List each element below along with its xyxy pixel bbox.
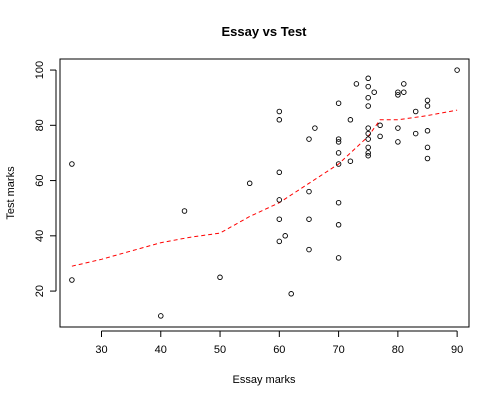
scatter-point <box>365 125 371 131</box>
scatter-point <box>181 208 188 214</box>
scatter-point <box>276 197 283 203</box>
scatter-point <box>306 216 312 222</box>
x-tick-label: 90 <box>451 344 463 356</box>
x-tick-label: 70 <box>332 344 344 356</box>
scatter-point <box>424 144 431 151</box>
y-tick-label: 80 <box>34 119 46 131</box>
x-tick-label: 40 <box>155 344 167 356</box>
scatter-point <box>158 313 164 319</box>
x-axis: 30 40 50 60 70 80 90 <box>95 330 463 356</box>
scatter-point <box>377 122 383 129</box>
x-tick-label: 80 <box>392 344 404 356</box>
scatter-point <box>276 108 283 115</box>
scatter-point <box>412 108 419 115</box>
scatter-point <box>69 161 75 167</box>
scatter-point <box>395 125 401 131</box>
y-tick-label: 60 <box>34 174 46 186</box>
scatter-point <box>377 133 383 140</box>
scatter-point <box>217 274 223 281</box>
scatter-point <box>347 117 354 123</box>
chart-title: Essay vs Test <box>221 24 307 39</box>
x-tick-label: 50 <box>214 344 226 356</box>
x-tick-label: 30 <box>95 344 107 356</box>
scatter-point <box>335 199 342 206</box>
scatter-point <box>424 128 431 134</box>
scatter-point <box>246 180 253 187</box>
scatter-point <box>335 150 342 156</box>
scatter-point <box>365 152 371 159</box>
smooth-line-layer <box>71 109 458 267</box>
scatter-point <box>276 117 283 123</box>
scatter-point <box>395 139 401 145</box>
scatter-point <box>306 246 312 253</box>
points-layer <box>69 67 460 319</box>
scatter-point <box>401 81 407 87</box>
y-tick-label: 40 <box>34 230 46 242</box>
scatter-point <box>424 155 431 162</box>
scatter-point <box>365 94 371 101</box>
scatter-point <box>335 161 342 167</box>
x-axis-label: Essay marks <box>233 374 296 386</box>
y-axis-label: Test marks <box>5 166 17 220</box>
scatter-point <box>276 169 283 176</box>
scatter-point <box>424 97 431 104</box>
scatter-point <box>365 144 371 151</box>
smooth-trend-line <box>71 109 458 267</box>
scatter-point <box>365 75 371 82</box>
scatter-point <box>306 136 312 142</box>
scatter-point <box>371 89 377 95</box>
scatter-point <box>288 291 294 297</box>
scatter-point <box>365 130 371 137</box>
scatter-point <box>312 125 318 131</box>
scatter-point <box>401 89 407 95</box>
scatter-point <box>282 233 288 239</box>
scatter-point <box>276 238 283 245</box>
scatter-point <box>395 92 401 98</box>
scatter-point <box>365 136 371 142</box>
y-tick-label: 20 <box>34 285 46 297</box>
plot-area-frame <box>59 58 470 328</box>
scatter-point <box>454 67 460 73</box>
scatter-point <box>335 136 342 142</box>
scatter-point <box>69 277 75 283</box>
scatter-point <box>335 222 342 228</box>
scatter-point <box>276 216 283 222</box>
scatter-point <box>395 89 401 95</box>
scatter-point <box>306 188 312 195</box>
scatter-point <box>335 255 342 261</box>
scatter-point <box>365 83 371 90</box>
scatter-point <box>335 100 342 106</box>
scatter-point <box>412 130 419 137</box>
y-axis: 20 40 60 80 100 <box>34 61 57 297</box>
scatter-point <box>347 158 354 164</box>
x-tick-label: 60 <box>273 344 285 356</box>
scatter-point <box>365 103 371 109</box>
scatter-point <box>335 139 342 145</box>
scatter-point <box>424 103 431 109</box>
y-tick-label: 100 <box>34 61 46 79</box>
scatter-point <box>353 81 360 87</box>
scatter-point <box>365 150 371 156</box>
